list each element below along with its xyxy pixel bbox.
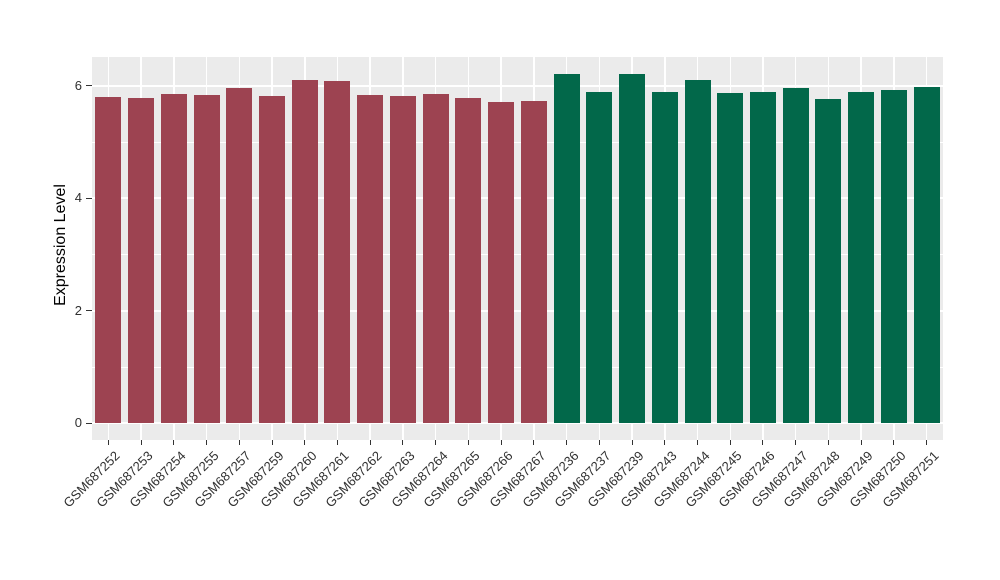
bar [913,87,940,423]
bar [717,92,744,423]
plot-panel [92,57,943,440]
x-axis-tick [926,440,928,445]
y-axis-tick [86,197,92,199]
x-axis-tick [107,440,109,445]
y-axis-tick [86,422,92,424]
x-axis-tick [827,440,829,445]
x-axis-tick [173,440,175,445]
x-axis-tick [860,440,862,445]
x-axis-tick [140,440,142,445]
bar [553,74,580,423]
x-axis-tick [598,440,600,445]
x-axis-tick [664,440,666,445]
x-axis-tick [697,440,699,445]
x-axis-tick [893,440,895,445]
x-axis-tick [206,440,208,445]
x-axis-tick [467,440,469,445]
bar [651,91,678,423]
x-axis-tick [271,440,273,445]
bar [848,91,875,423]
gridline-horizontal-major [92,197,943,200]
bar [619,74,646,423]
gridline-horizontal-major [92,84,943,87]
gridline-horizontal-major [92,422,943,424]
bar [389,95,416,423]
x-axis-tick [795,440,797,445]
x-axis-tick [729,440,731,445]
y-axis-tick [86,85,92,87]
bar [226,87,253,423]
x-axis-tick [631,440,633,445]
bar [749,92,776,423]
x-axis-tick [762,440,764,445]
bar [193,94,220,423]
x-axis-tick [402,440,404,445]
bar [291,80,318,423]
x-axis-tick [369,440,371,445]
x-axis-tick [238,440,240,445]
x-axis-tick [435,440,437,445]
bar [128,98,155,423]
bar [259,96,286,423]
bar [782,88,809,423]
gridline-horizontal-minor [92,142,943,144]
bar [455,98,482,423]
bar [684,79,711,423]
x-axis-tick [566,440,568,445]
bar [880,89,907,423]
x-axis-tick [533,440,535,445]
bar [324,81,351,423]
gridline-horizontal-minor [92,366,943,368]
y-tick-label: 4 [74,190,82,206]
y-tick-label: 6 [74,77,82,93]
bar [422,93,449,423]
x-axis-tick [500,440,502,445]
y-tick-label: 0 [74,415,82,430]
gridline-horizontal-major [92,309,943,312]
bar [95,97,122,423]
y-axis-tick [86,310,92,312]
gridline-horizontal-minor [92,254,943,256]
bar [160,93,187,423]
bar [357,94,384,423]
x-axis-tick [336,440,338,445]
y-tick-label: 2 [74,302,82,318]
bar [815,98,842,423]
x-axis-tick [304,440,306,445]
bar [586,91,613,423]
bar [488,102,515,423]
bar [520,101,547,423]
